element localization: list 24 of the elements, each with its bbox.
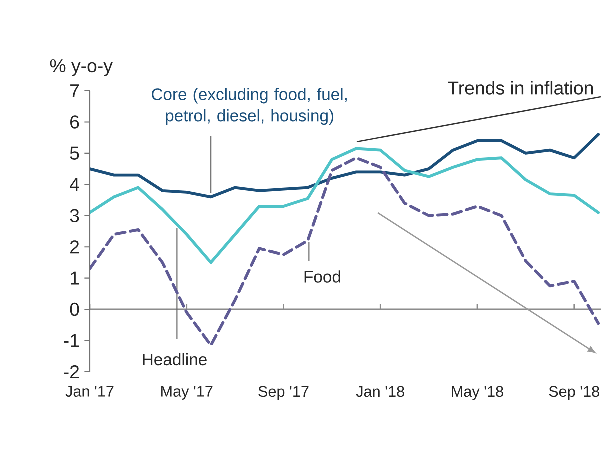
- series-label: Food: [304, 270, 340, 283]
- line-series: [90, 147, 600, 264]
- line-series: [90, 133, 600, 199]
- x-tick-label: May '17: [162, 386, 213, 400]
- y-tick-label: 3: [70, 209, 80, 222]
- chart-title: Trends in inflation: [448, 81, 594, 95]
- y-tick-label: 0: [70, 302, 80, 316]
- x-tick-label: May '18: [452, 386, 504, 400]
- y-tick-label: 7: [70, 84, 80, 98]
- y-tick-label: -2: [64, 365, 80, 379]
- x-tick-label: Sep '17: [258, 386, 309, 400]
- x-tick-label: Sep '18: [549, 386, 600, 400]
- y-tick-label: 4: [70, 178, 80, 192]
- line-series: [90, 156, 600, 347]
- x-tick-label: Jan '18: [356, 386, 404, 398]
- text: Headline: [143, 353, 207, 366]
- y-tick-label: 2: [70, 240, 80, 254]
- x-tick-label: Jan '17: [66, 386, 114, 397]
- y-tick-label: 6: [70, 116, 80, 129]
- text: Core (excluding food, fuel, petrol, diesel, housing): [152, 88, 347, 126]
- y-tick-label: 1: [71, 272, 80, 285]
- y-tick-label: 5: [70, 146, 80, 160]
- y-tick-label: -1: [64, 334, 80, 348]
- y-axis-title: % y-o-y: [50, 59, 113, 76]
